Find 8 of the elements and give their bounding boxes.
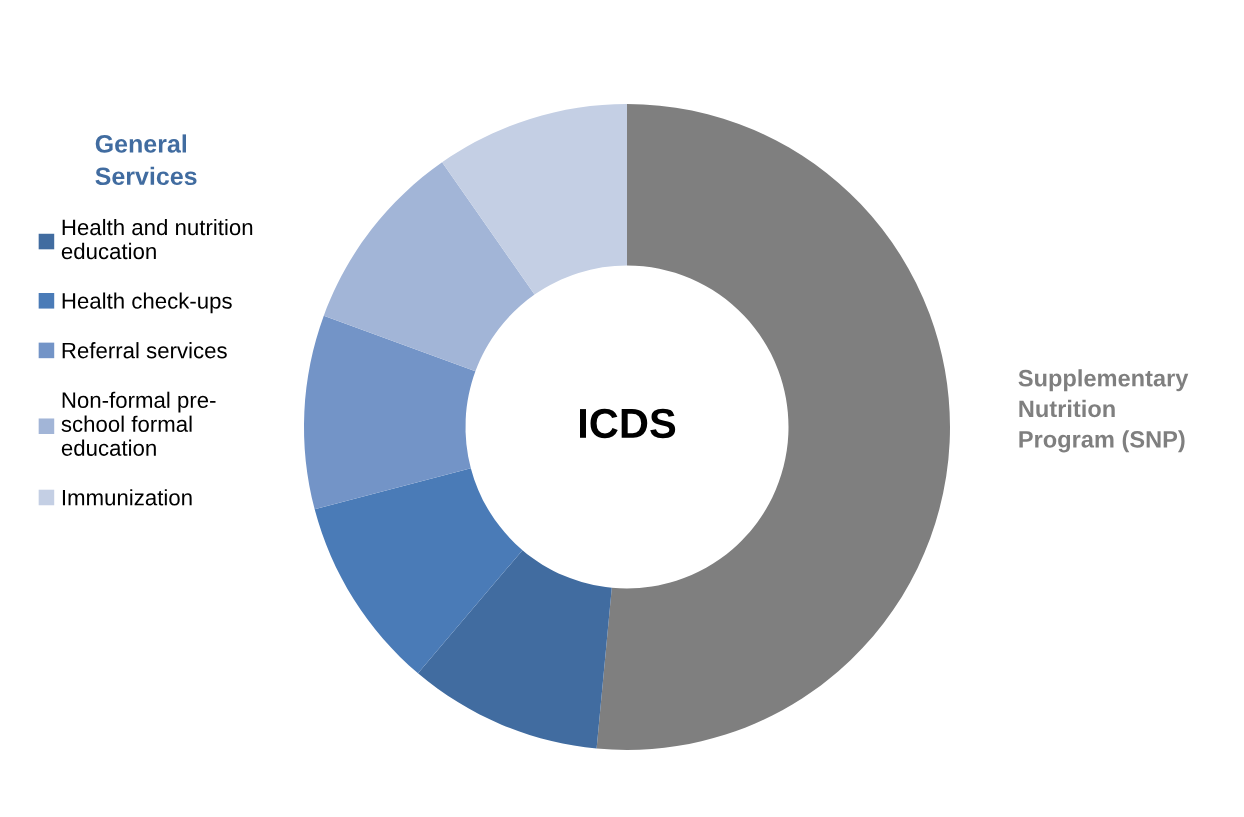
legend-label: Referral services xyxy=(62,342,227,359)
slice-label: Supplementary Nutrition Program (SNP) xyxy=(1018,369,1189,453)
legend-label: Immunization xyxy=(62,489,192,506)
legend-label: Health check-ups xyxy=(62,292,232,314)
text: ICDS xyxy=(580,408,676,439)
legend-title: General Services xyxy=(95,134,197,186)
legend-label: Non-formal pre- school formal education xyxy=(61,391,216,456)
legend-label: Health and nutrition education xyxy=(61,218,253,260)
